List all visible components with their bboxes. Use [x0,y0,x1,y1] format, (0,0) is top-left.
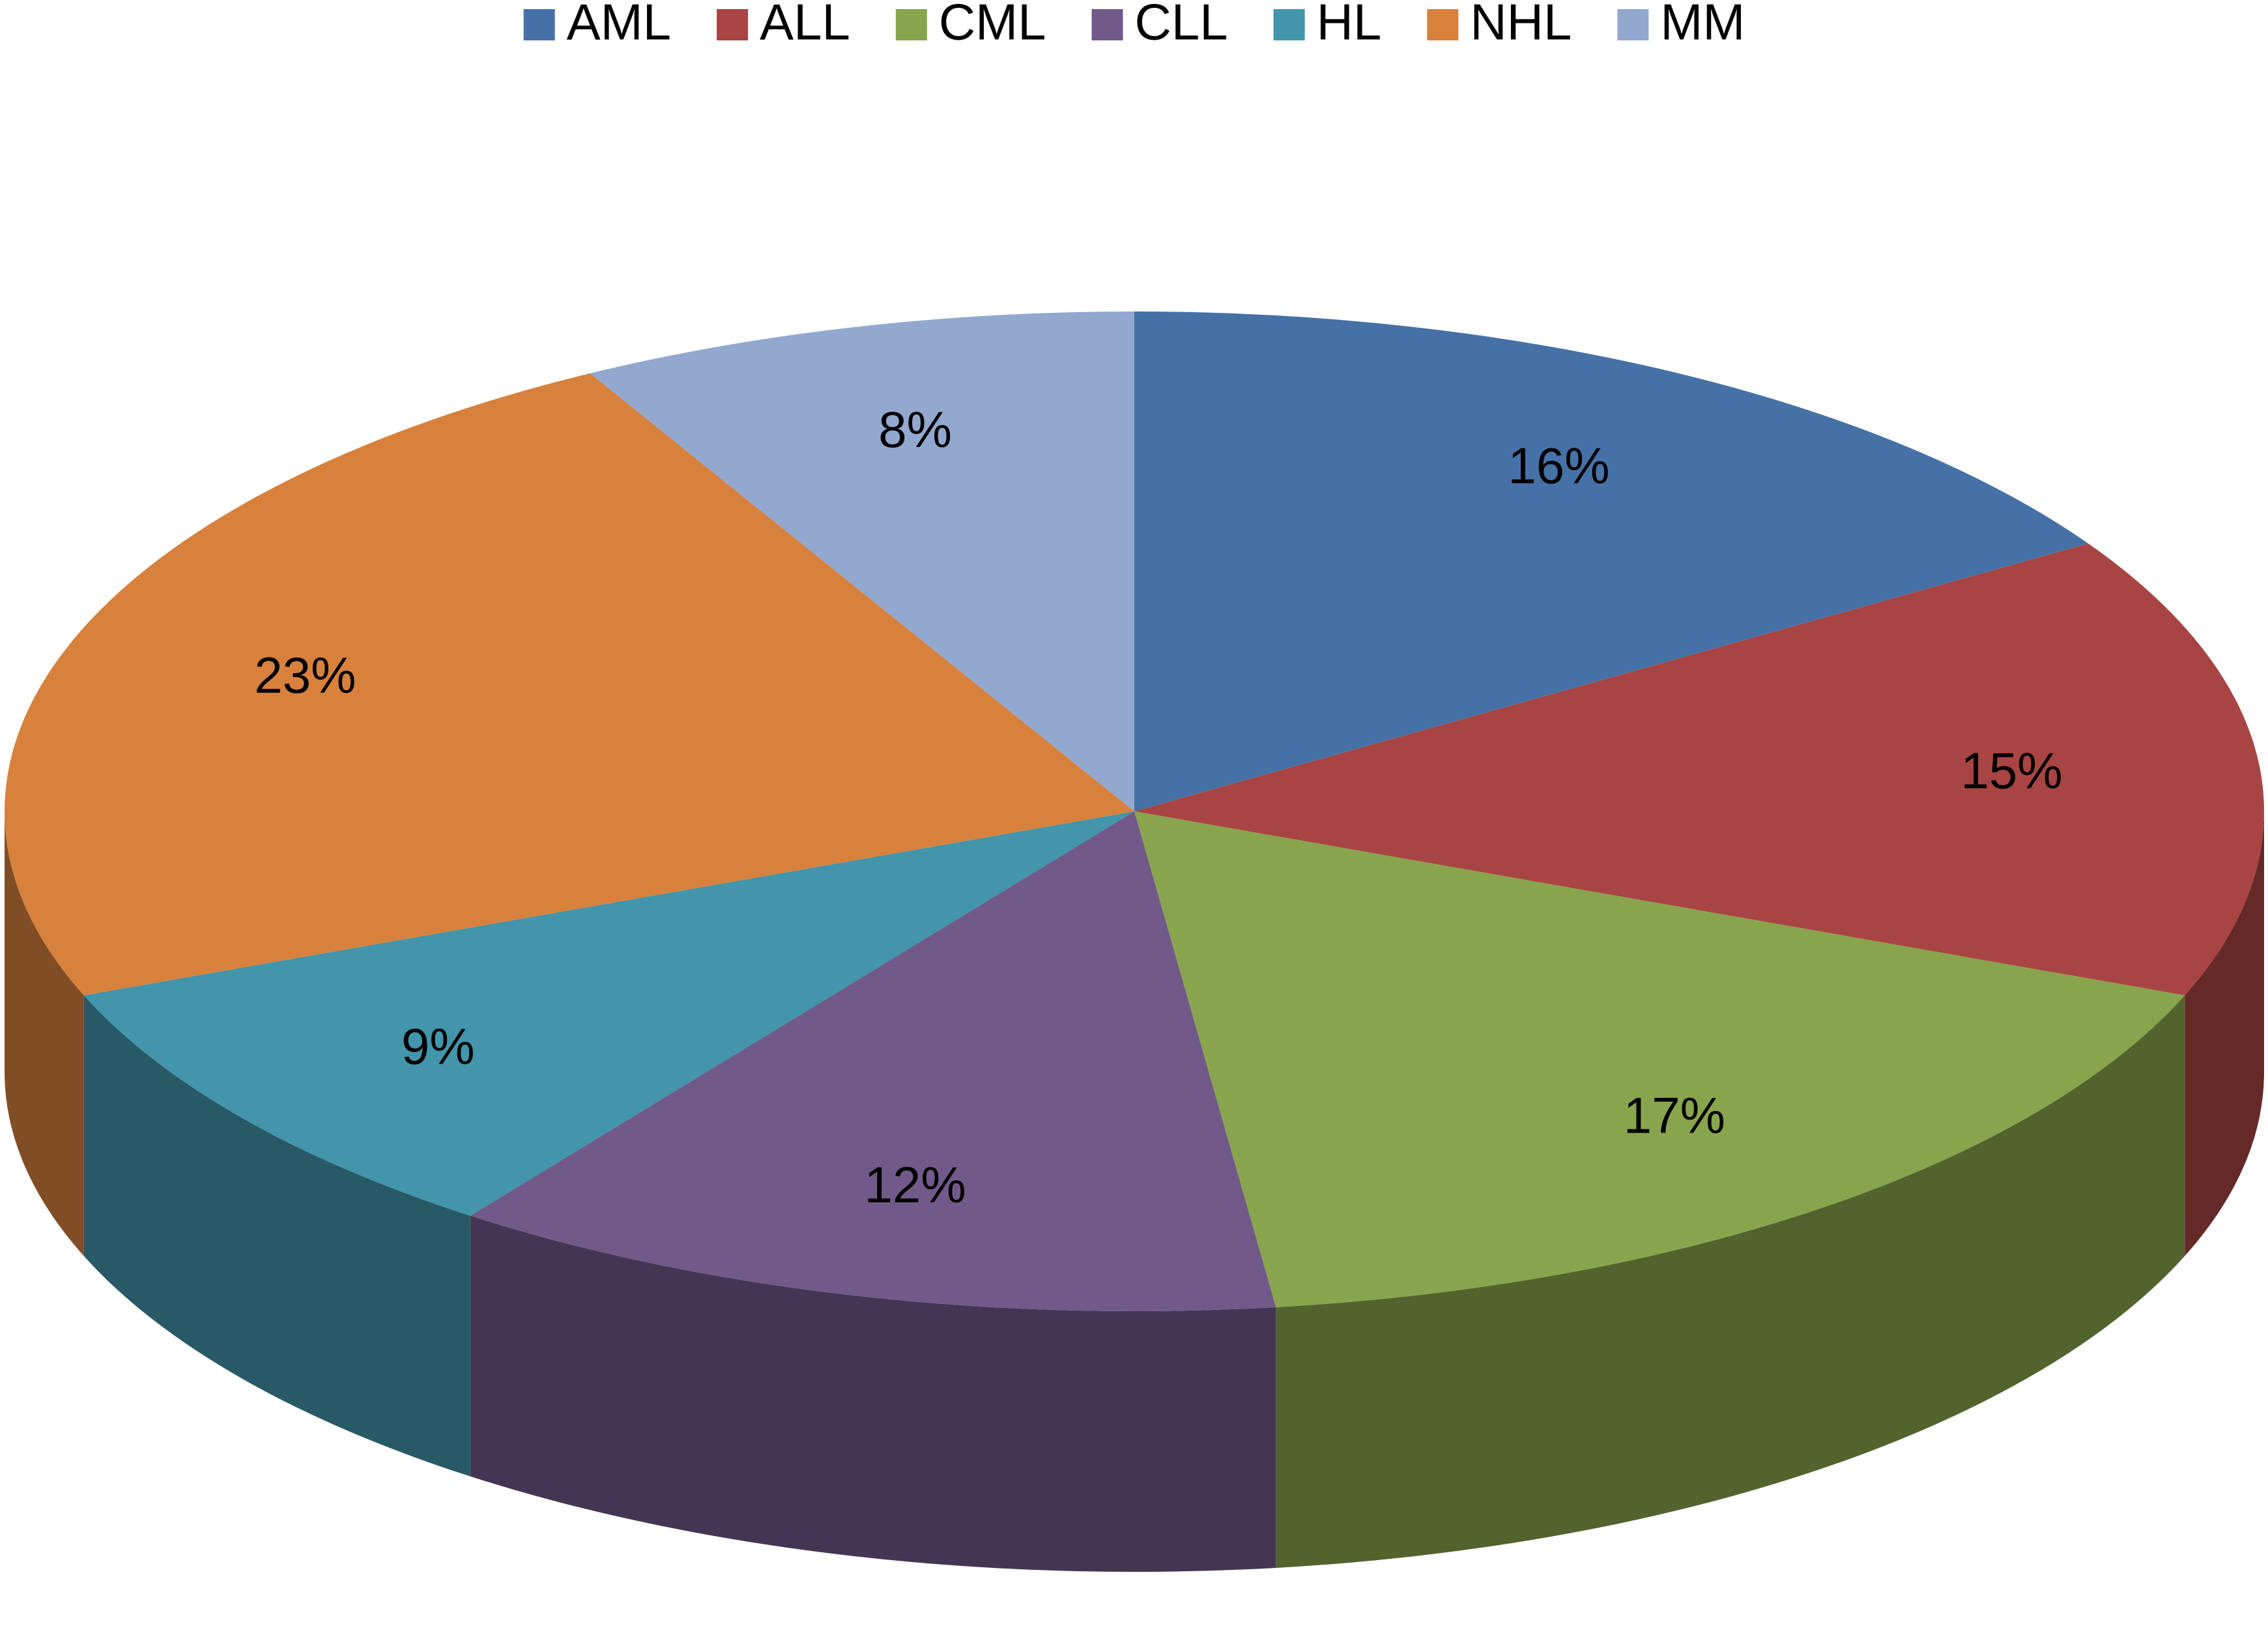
data-label: 16% [1508,437,1610,494]
slice [1134,311,2089,811]
legend-label: MM [1660,0,1745,51]
legend-item: AML [523,0,671,51]
data-label: 23% [254,646,356,704]
data-label: 17% [1624,1086,1725,1144]
slice [83,811,1134,1216]
slice [1134,543,2264,996]
legend-swatch [1091,9,1123,40]
data-label: 12% [865,1156,966,1213]
legend-item: HL [1273,0,1382,51]
legend-swatch [1273,9,1305,40]
legend-swatch [523,9,555,40]
legend-item: CLL [1091,0,1228,51]
slice-side [83,995,470,1477]
data-label: 9% [401,1017,475,1075]
legend-swatch [1617,9,1649,40]
legend-item: MM [1617,0,1745,51]
data-labels: 16% 15% 17% 12% 9% 23% 8% [254,401,2062,1213]
pie-sides [5,811,2264,1572]
slice-side [470,1215,1276,1572]
legend-label: HL [1317,0,1382,51]
legend-swatch [1427,9,1459,40]
slice-side [2185,811,2264,1256]
legend: AML ALL CML CLL HL NHL MM [523,0,1745,51]
legend-item: CML [895,0,1046,51]
slice-side [5,811,84,1256]
slice [1134,811,2185,1307]
legend-item: NHL [1427,0,1572,51]
legend-label: ALL [760,0,850,51]
legend-item: ALL [717,0,850,51]
slice [470,811,1276,1312]
slice [4,373,1135,996]
legend-swatch [717,9,749,40]
legend-label: CLL [1135,0,1228,51]
legend-label: CML [939,0,1046,51]
legend-swatch [895,9,927,40]
legend-label: NHL [1470,0,1572,51]
data-label: 8% [878,401,952,458]
pie-tops [4,311,2264,1312]
data-label: 15% [1960,742,2062,799]
slice [590,311,1134,811]
slice-side [1276,995,2185,1568]
legend-label: AML [567,0,671,51]
